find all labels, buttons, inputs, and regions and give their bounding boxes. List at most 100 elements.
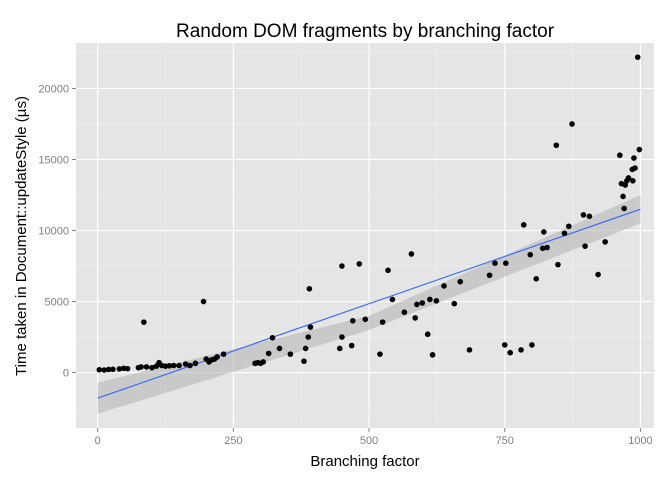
data-point — [349, 317, 356, 324]
data-point — [287, 351, 294, 357]
data-point — [166, 362, 173, 369]
data-point — [408, 251, 415, 257]
data-point — [214, 354, 220, 360]
data-point — [561, 230, 568, 237]
data-point — [356, 261, 363, 267]
data-point — [116, 366, 123, 372]
y-axis-title: Time taken in Document::updateStyle (µs) — [13, 96, 30, 376]
data-point — [306, 285, 313, 292]
data-point — [143, 364, 150, 370]
data-point — [518, 347, 524, 353]
data-point — [630, 178, 636, 184]
data-point — [466, 347, 473, 353]
data-point — [260, 359, 267, 365]
data-point — [379, 319, 386, 325]
data-point — [520, 222, 527, 228]
data-point — [276, 345, 283, 352]
data-point — [636, 146, 643, 153]
data-point — [569, 121, 575, 127]
data-point — [565, 223, 572, 230]
data-point — [200, 298, 207, 305]
data-point — [105, 366, 112, 373]
data-point — [625, 175, 632, 181]
data-point — [339, 263, 345, 269]
data-point — [433, 298, 440, 304]
data-point — [617, 152, 623, 159]
data-point — [389, 296, 396, 303]
data-point — [634, 54, 641, 61]
data-point — [192, 360, 199, 367]
x-tick-label: 0 — [95, 435, 101, 447]
data-point — [301, 358, 307, 365]
data-point — [503, 260, 509, 267]
y-tick-label: 15000 — [38, 154, 69, 166]
data-point — [149, 364, 155, 371]
data-point — [555, 261, 561, 268]
data-point — [582, 243, 588, 249]
data-point — [170, 362, 177, 369]
data-point — [621, 205, 627, 212]
data-point — [377, 351, 383, 357]
confidence-ribbon — [97, 195, 641, 414]
data-point — [362, 316, 369, 323]
data-point — [182, 361, 189, 367]
data-points — [96, 54, 643, 373]
data-point — [187, 362, 193, 369]
data-point — [632, 165, 638, 171]
data-point — [544, 244, 550, 251]
data-point — [96, 366, 103, 373]
data-point — [414, 301, 420, 308]
data-point — [427, 296, 433, 303]
x-axis: 0 250 500 750 1000 — [95, 428, 653, 447]
data-point — [302, 345, 309, 352]
data-point — [457, 278, 464, 285]
data-point — [451, 300, 458, 307]
data-point — [441, 283, 447, 289]
data-point — [492, 260, 498, 267]
data-point — [486, 272, 493, 279]
data-point — [501, 342, 508, 348]
chart-title: Random DOM fragments by branching factor — [176, 21, 555, 42]
data-point — [527, 251, 534, 258]
y-tick-label: 0 — [63, 368, 69, 380]
data-point — [339, 334, 345, 340]
data-point — [580, 212, 587, 218]
data-point — [110, 366, 116, 373]
data-point — [124, 365, 131, 372]
y-axis: 0 5000 10000 15000 20000 — [38, 83, 76, 380]
data-point — [336, 345, 343, 352]
data-point — [529, 342, 535, 348]
data-point — [533, 276, 540, 282]
x-axis-title: Branching factor — [310, 453, 419, 470]
data-point — [401, 309, 408, 316]
data-point — [419, 300, 426, 306]
data-point — [602, 239, 608, 245]
y-tick-label: 10000 — [38, 226, 69, 238]
data-point — [176, 362, 182, 369]
data-point — [622, 182, 629, 188]
data-point — [141, 319, 147, 325]
x-tick-label: 1000 — [628, 435, 652, 447]
data-point — [385, 267, 391, 274]
data-point — [595, 271, 601, 278]
data-point — [553, 142, 560, 149]
y-tick-label: 5000 — [45, 297, 69, 309]
data-point — [424, 331, 431, 338]
data-point — [412, 315, 419, 321]
data-point — [429, 352, 436, 358]
data-point — [586, 213, 593, 220]
data-point — [620, 193, 626, 200]
data-point — [541, 229, 547, 235]
x-tick-label: 500 — [360, 435, 378, 447]
data-point — [101, 367, 108, 373]
data-point — [507, 349, 513, 356]
data-point — [265, 350, 272, 357]
data-point — [220, 351, 227, 357]
data-point — [631, 155, 637, 161]
data-point — [307, 324, 314, 330]
x-tick-label: 750 — [496, 435, 514, 447]
data-point — [269, 334, 276, 341]
data-point — [539, 245, 546, 252]
y-tick-label: 20000 — [38, 83, 69, 95]
